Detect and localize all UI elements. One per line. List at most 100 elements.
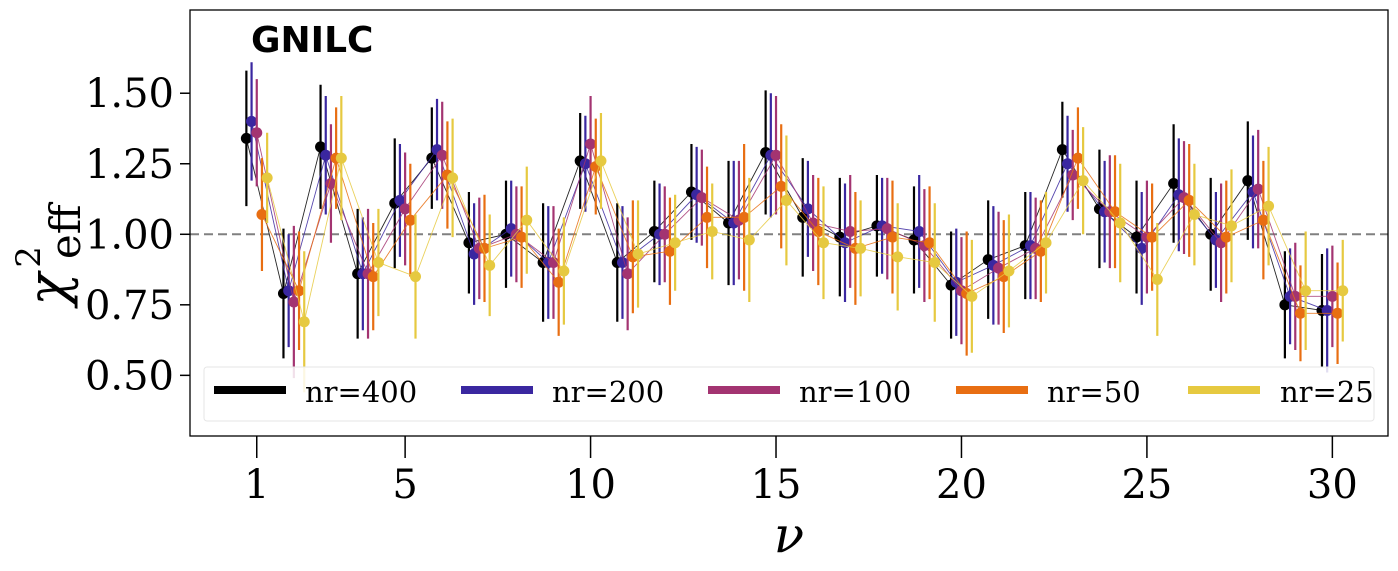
data-point xyxy=(797,211,809,223)
data-point xyxy=(924,237,936,249)
x-tick-label: 5 xyxy=(392,462,417,508)
data-point xyxy=(738,211,750,223)
x-tick-label: 15 xyxy=(751,462,802,508)
data-point xyxy=(669,237,681,249)
legend-frame xyxy=(203,366,1375,422)
data-point xyxy=(855,242,867,254)
data-point xyxy=(1151,273,1163,285)
data-point xyxy=(881,223,893,235)
legend-label: nr=25 xyxy=(1280,375,1374,409)
legend-item: nr=200 xyxy=(461,375,664,409)
data-point xyxy=(1257,214,1269,226)
data-point xyxy=(812,225,824,237)
data-point xyxy=(558,265,570,277)
data-point xyxy=(770,149,782,161)
data-point xyxy=(1056,144,1068,156)
legend-item: nr=400 xyxy=(214,375,417,409)
data-point xyxy=(261,172,273,184)
data-point xyxy=(775,180,787,192)
data-point xyxy=(743,234,755,246)
legend-label: nr=400 xyxy=(305,375,417,409)
data-point xyxy=(315,141,327,153)
legend-label: nr=50 xyxy=(1047,375,1141,409)
data-point xyxy=(283,285,295,297)
data-point xyxy=(807,217,819,229)
data-point xyxy=(521,214,533,226)
data-point xyxy=(1072,152,1084,164)
legend-item: nr=50 xyxy=(956,375,1141,409)
y-axis: 0.50 0.75 1.00 1.25 1.50 xyxy=(85,71,190,399)
data-point xyxy=(696,192,708,204)
data-point xyxy=(632,248,644,260)
x-tick-label: 25 xyxy=(1121,462,1172,508)
data-point xyxy=(256,209,268,221)
series-line xyxy=(266,156,1343,322)
x-tick-label: 1 xyxy=(244,462,269,508)
data-point xyxy=(1332,307,1344,319)
data-point xyxy=(1326,290,1338,302)
data-point xyxy=(436,149,448,161)
svg-text:χ 2 eff: χ 2 eff xyxy=(9,201,90,309)
data-point xyxy=(399,203,411,215)
data-point xyxy=(1131,231,1143,243)
y-tick-label: 1.00 xyxy=(85,212,174,258)
series-nr=25 xyxy=(261,96,1349,393)
data-point xyxy=(706,225,718,237)
x-tick-label: 20 xyxy=(936,462,987,508)
data-point xyxy=(595,155,607,167)
legend: nr=400 nr=200 nr=100 nr=50 nr=25 xyxy=(203,366,1375,422)
data-point xyxy=(802,203,814,215)
y-tick-label: 0.50 xyxy=(85,353,174,399)
chart-title: GNILC xyxy=(251,20,373,61)
data-point xyxy=(886,231,898,243)
x-tick-label: 30 xyxy=(1307,462,1358,508)
data-point xyxy=(659,228,671,240)
data-point xyxy=(892,251,904,263)
y-tick-label: 1.25 xyxy=(85,142,174,188)
data-point xyxy=(335,152,347,164)
axes-frame xyxy=(189,9,1389,437)
data-point xyxy=(246,115,258,127)
y-tick-label: 1.50 xyxy=(85,71,174,117)
data-point xyxy=(410,271,422,283)
data-point xyxy=(1300,285,1312,297)
data-point xyxy=(372,256,384,268)
data-point xyxy=(367,271,379,283)
data-point xyxy=(913,225,925,237)
data-point xyxy=(664,245,676,257)
data-point xyxy=(616,256,628,268)
data-point xyxy=(251,127,263,139)
data-point xyxy=(1040,237,1052,249)
legend-items: nr=400 nr=200 nr=100 nr=50 nr=25 xyxy=(214,375,1374,409)
data-point xyxy=(844,225,856,237)
data-point xyxy=(1114,217,1126,229)
data-point xyxy=(585,138,597,150)
legend-label: nr=200 xyxy=(552,375,664,409)
x-axis-label: ν xyxy=(774,506,804,564)
series-layer xyxy=(240,62,1349,393)
data-point xyxy=(320,149,332,161)
data-point xyxy=(1188,209,1200,221)
y-axis-label-superscript: 2 xyxy=(9,246,49,268)
data-point xyxy=(298,316,310,328)
data-point xyxy=(553,276,565,288)
data-point xyxy=(1242,175,1254,187)
series-nr=50 xyxy=(256,107,1344,365)
data-point xyxy=(1003,265,1015,277)
data-point xyxy=(1321,304,1333,316)
data-point xyxy=(701,211,713,223)
data-point xyxy=(1062,158,1074,170)
data-point xyxy=(293,285,305,297)
data-point xyxy=(817,237,829,249)
y-tick-label: 0.75 xyxy=(85,283,174,329)
legend-label: nr=100 xyxy=(799,375,911,409)
data-point xyxy=(404,214,416,226)
series-nr=100 xyxy=(251,79,1338,379)
data-point xyxy=(1279,299,1291,311)
data-point xyxy=(966,290,978,302)
data-point xyxy=(1337,285,1349,297)
x-axis: 1 5 10 15 20 25 30 xyxy=(244,436,1358,508)
data-point xyxy=(447,172,459,184)
data-point xyxy=(1263,200,1275,212)
